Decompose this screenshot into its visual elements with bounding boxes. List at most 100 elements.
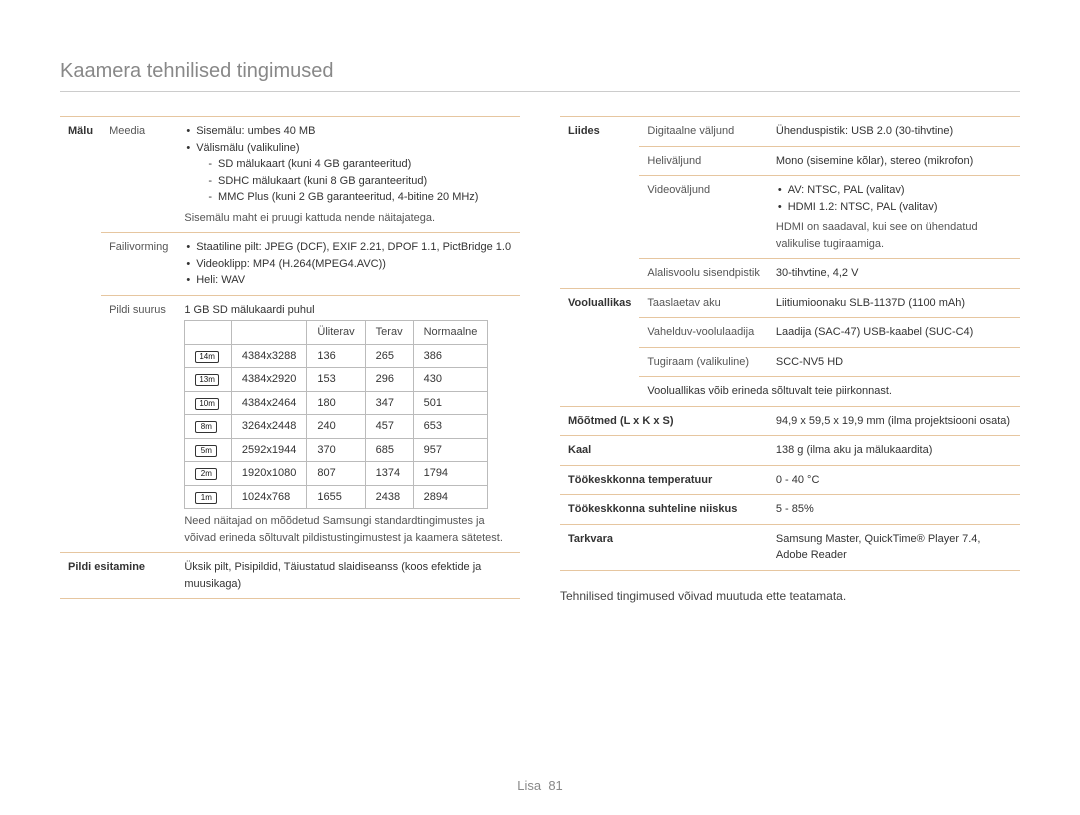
video-note: HDMI on saadaval, kui see on ühendatud v… [776,219,1012,252]
aku-value: Liitiumioonaku SLB-1137D (1100 mAh) [768,288,1020,318]
res-0: 4384x3288 [231,344,306,368]
r0b: 265 [365,344,413,368]
temp-value: 0 - 40 °C [768,465,1020,495]
fv-b2: Videoklipp: MP4 (H.264(MPEG4.AVC)) [184,256,512,273]
tugiraam-sublabel: Tugiraam (valikuline) [639,347,768,377]
r0a: 136 [307,344,365,368]
size-icon-10m: 10m [195,398,219,410]
failivorming-sublabel: Failivorming [101,233,176,296]
video-b2: HDMI 1.2: NTSC, PAL (valitav) [776,199,1012,216]
malu-label: Mälu [60,117,101,553]
niiskus-value: 5 - 85% [768,495,1020,525]
tarkvara-value: Samsung Master, QuickTime® Player 7.4, A… [768,524,1020,570]
pildisuurus-caption: 1 GB SD mälukaardi puhul [184,302,512,319]
content-columns: Mälu Meedia Sisemälu: umbes 40 MB Välism… [60,116,1020,603]
mootmed-value: 94,9 x 59,5 x 19,9 mm (ilma projektsioon… [768,406,1020,436]
r5a: 807 [307,462,365,486]
right-spec-table: Liides Digitaalne väljund Ühenduspistik:… [560,116,1020,571]
media-b1: Sisemälu: umbes 40 MB [184,123,512,140]
heli-value: Mono (sisemine kõlar), stereo (mikrofon) [768,146,1020,176]
media-note: Sisemälu maht ei pruugi kattuda nende nä… [184,210,512,227]
size-row-6: 1m1024x768165524382894 [185,485,488,509]
laadija-value: Laadija (SAC-47) USB-kaabel (SUC-C4) [768,318,1020,348]
row-media: Mälu Meedia Sisemälu: umbes 40 MB Välism… [60,117,520,233]
size-icon-14m: 14m [195,351,219,363]
row-temp: Töökeskkonna temperatuur 0 - 40 °C [560,465,1020,495]
kaal-label: Kaal [560,436,768,466]
media-b2: Välismälu (valikuline) [184,140,512,157]
video-sublabel: Videoväljund [639,176,768,259]
size-row-1: 13m 4384x2920153296430 [185,368,488,392]
media-b2a: SD mälukaart (kuni 4 GB garanteeritud) [184,156,512,173]
video-cell: AV: NTSC, PAL (valitav) HDMI 1.2: NTSC, … [768,176,1020,259]
fv-b1: Staatiline pilt: JPEG (DCF), EXIF 2.21, … [184,239,512,256]
digitaalne-value: Ühenduspistik: USB 2.0 (30-tihvtine) [768,117,1020,147]
res-5: 1920x1080 [231,462,306,486]
size-row-2: 10m4384x2464180347501 [185,391,488,415]
row-mootmed: Mõõtmed (L x K x S) 94,9 x 59,5 x 19,9 m… [560,406,1020,436]
r6a: 1655 [307,485,365,509]
pildisuurus-sublabel: Pildi suurus [101,295,176,553]
media-cell: Sisemälu: umbes 40 MB Välismälu (valikul… [176,117,520,233]
r1a: 153 [307,368,365,392]
row-niiskus: Töökeskkonna suhteline niiskus 5 - 85% [560,495,1020,525]
size-row-0: 14m 4384x3288136265386 [185,344,488,368]
left-column: Mälu Meedia Sisemälu: umbes 40 MB Välism… [60,116,520,603]
aku-sublabel: Taaslaetav aku [639,288,768,318]
size-row-3: 8m3264x2448240457653 [185,415,488,439]
r1c: 430 [413,368,488,392]
res-4: 2592x1944 [231,438,306,462]
alalis-sublabel: Alalisvoolu sisendpistik [639,259,768,289]
video-b1: AV: NTSC, PAL (valitav) [776,182,1012,199]
r5b: 1374 [365,462,413,486]
res-1: 4384x2920 [231,368,306,392]
footer-label: Lisa [517,778,541,793]
r4a: 370 [307,438,365,462]
voolu-note: Vooluallikas võib erineda sõltuvalt teie… [639,377,1020,407]
r2b: 347 [365,391,413,415]
hdr-terav: Terav [365,321,413,345]
row-pildisuurus: Pildi suurus 1 GB SD mälukaardi puhul Ül… [60,295,520,553]
heli-sublabel: Heliväljund [639,146,768,176]
media-b2b: SDHC mälukaart (kuni 8 GB garanteeritud) [184,173,512,190]
r2a: 180 [307,391,365,415]
r0c: 386 [413,344,488,368]
hdr-normaalne: Normaalne [413,321,488,345]
failivorming-cell: Staatiline pilt: JPEG (DCF), EXIF 2.21, … [176,233,520,296]
laadija-sublabel: Vahelduv-voolulaadija [639,318,768,348]
liides-label: Liides [560,117,639,289]
r2c: 501 [413,391,488,415]
size-icon-13m: 13m [195,374,219,386]
size-header-row: Üliterav Terav Normaalne [185,321,488,345]
footer-page: 81 [548,778,562,793]
row-kaal: Kaal 138 g (ilma aku ja mälukaardita) [560,436,1020,466]
r3a: 240 [307,415,365,439]
row-tarkvara: Tarkvara Samsung Master, QuickTime® Play… [560,524,1020,570]
r4c: 957 [413,438,488,462]
right-column: Liides Digitaalne väljund Ühenduspistik:… [560,116,1020,603]
pildisuurus-note: Need näitajad on mõõdetud Samsungi stand… [184,513,512,546]
temp-label: Töökeskkonna temperatuur [560,465,768,495]
size-icon-8m: 8m [195,421,217,433]
tarkvara-label: Tarkvara [560,524,768,570]
r1b: 296 [365,368,413,392]
row-failivorming: Failivorming Staatiline pilt: JPEG (DCF)… [60,233,520,296]
digitaalne-sublabel: Digitaalne väljund [639,117,768,147]
r4b: 685 [365,438,413,462]
mootmed-label: Mõõtmed (L x K x S) [560,406,768,436]
size-row-5: 2m1920x108080713741794 [185,462,488,486]
r5c: 1794 [413,462,488,486]
fv-b3: Heli: WAV [184,272,512,289]
page-title: Kaamera tehnilised tingimused [60,60,1020,92]
res-6: 1024x768 [231,485,306,509]
r6c: 2894 [413,485,488,509]
pildi-esitamine-label: Pildi esitamine [60,553,176,599]
res-3: 3264x2448 [231,415,306,439]
media-b2c: MMC Plus (kuni 2 GB garanteeritud, 4-bit… [184,189,512,206]
row-aku: Vooluallikas Taaslaetav aku Liitiumioona… [560,288,1020,318]
r6b: 2438 [365,485,413,509]
size-row-4: 5m2592x1944370685957 [185,438,488,462]
pildi-esitamine-value: Üksik pilt, Pisipildid, Täiustatud slaid… [176,553,520,599]
image-size-table: Üliterav Terav Normaalne 14m 4384x3288136… [184,320,488,509]
kaal-value: 138 g (ilma aku ja mälukaardita) [768,436,1020,466]
